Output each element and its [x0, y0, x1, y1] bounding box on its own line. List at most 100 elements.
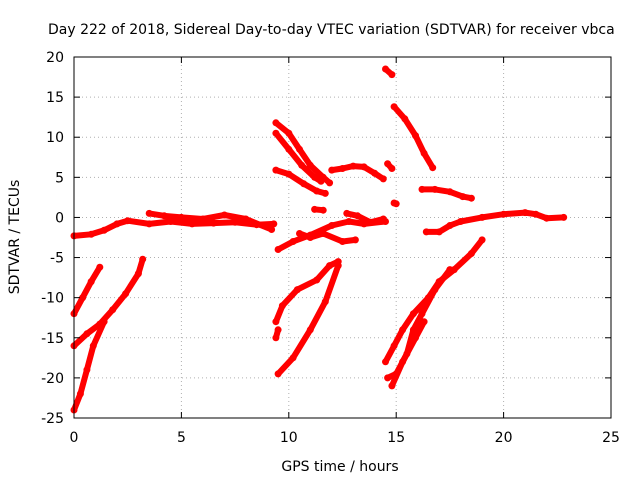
x-tick-label: 20: [495, 430, 513, 446]
x-tick-label: 5: [177, 430, 186, 446]
series-arc-2: [145, 209, 276, 233]
data-point: [87, 230, 95, 238]
y-tick-label: -10: [41, 291, 64, 307]
data-point: [420, 149, 428, 157]
series-arc-7: [272, 258, 342, 326]
data-point: [272, 129, 280, 137]
data-point: [306, 326, 314, 334]
data-point: [300, 180, 308, 188]
x-tick-label: 15: [387, 430, 405, 446]
data-point: [317, 177, 325, 185]
data-point: [306, 161, 314, 169]
series-arc-5: [70, 318, 108, 414]
data-point: [500, 210, 508, 218]
data-point: [145, 209, 153, 217]
data-point: [321, 298, 329, 306]
data-point: [298, 161, 306, 169]
series-trace: [382, 236, 486, 365]
data-point: [399, 358, 407, 366]
tick-layer: 0 5 10 15 20 25 -25 -20 -15 -10 -5 0 5 10 15 20: [41, 50, 620, 446]
data-point: [79, 294, 87, 302]
data-point: [446, 222, 454, 229]
data-point: [199, 215, 207, 223]
data-point: [124, 217, 132, 225]
data-point: [349, 162, 357, 170]
data-point: [379, 175, 387, 183]
y-tick-label: 10: [46, 130, 64, 146]
data-point: [371, 169, 379, 177]
data-point: [351, 236, 359, 244]
series-arc-12: [272, 129, 325, 185]
chart-title: Day 222 of 2018, Sidereal Day-to-day VTE…: [48, 22, 615, 38]
data-point: [431, 286, 439, 294]
data-point: [467, 250, 475, 257]
data-point: [272, 318, 280, 326]
data-point: [311, 173, 319, 181]
data-point: [313, 276, 321, 284]
data-point: [401, 115, 409, 123]
data-point: [418, 310, 426, 318]
x-tick-label: 10: [280, 430, 298, 446]
data-point: [96, 263, 104, 271]
data-point: [306, 234, 314, 241]
series-trace: [423, 209, 567, 235]
data-point: [429, 164, 437, 172]
data-point: [188, 220, 196, 228]
series-arc-20: [390, 103, 437, 172]
data-point: [390, 103, 398, 111]
series-arc-23: [382, 236, 486, 366]
data-point: [167, 218, 175, 225]
data-point: [278, 302, 286, 310]
data-point: [272, 166, 280, 174]
data-point: [113, 220, 121, 228]
data-point: [390, 342, 398, 350]
data-point: [100, 318, 108, 326]
x-axis-label: GPS time / hours: [281, 459, 398, 475]
series-trace: [384, 266, 453, 381]
data-point: [384, 374, 392, 382]
data-point: [431, 185, 439, 193]
series-arc-21: [418, 185, 475, 202]
data-point: [457, 218, 465, 225]
series-arc-15: [328, 162, 387, 183]
data-point: [366, 218, 374, 226]
data-point: [285, 129, 293, 137]
x-tick-label: 25: [602, 430, 620, 446]
data-point: [339, 165, 346, 172]
data-point: [343, 209, 351, 217]
y-tick-label: -25: [41, 411, 64, 427]
series-arc-8: [274, 262, 342, 378]
data-point: [268, 226, 276, 233]
data-point: [532, 210, 540, 218]
data-point: [83, 330, 91, 338]
y-tick-label: 20: [46, 50, 64, 66]
data-point: [220, 211, 228, 219]
data-point: [379, 215, 387, 223]
data-point: [382, 65, 389, 73]
data-point: [285, 145, 293, 153]
data-point: [311, 205, 319, 213]
data-point: [274, 326, 282, 334]
data-point: [231, 218, 239, 226]
data-point: [326, 262, 334, 270]
series-arc-13: [272, 166, 329, 197]
y-tick-label: -15: [41, 331, 64, 347]
series-arc-3: [70, 263, 104, 318]
data-point: [382, 358, 389, 366]
series-arc-16: [343, 209, 387, 226]
y-tick-label: -20: [41, 371, 64, 387]
data-point: [560, 213, 568, 221]
series-arc-25: [388, 318, 428, 390]
data-point: [145, 220, 153, 228]
grid-layer: [74, 57, 611, 418]
series-trace: [343, 210, 387, 226]
series-arc-4: [70, 255, 147, 350]
data-point: [388, 71, 396, 79]
data-point: [321, 189, 329, 197]
data-point: [313, 187, 321, 195]
plot-frame: [73, 56, 612, 419]
y-tick-label: -5: [50, 251, 64, 267]
data-point: [388, 382, 396, 390]
series-arc-17: [382, 65, 396, 79]
series-arc-18: [384, 160, 396, 172]
